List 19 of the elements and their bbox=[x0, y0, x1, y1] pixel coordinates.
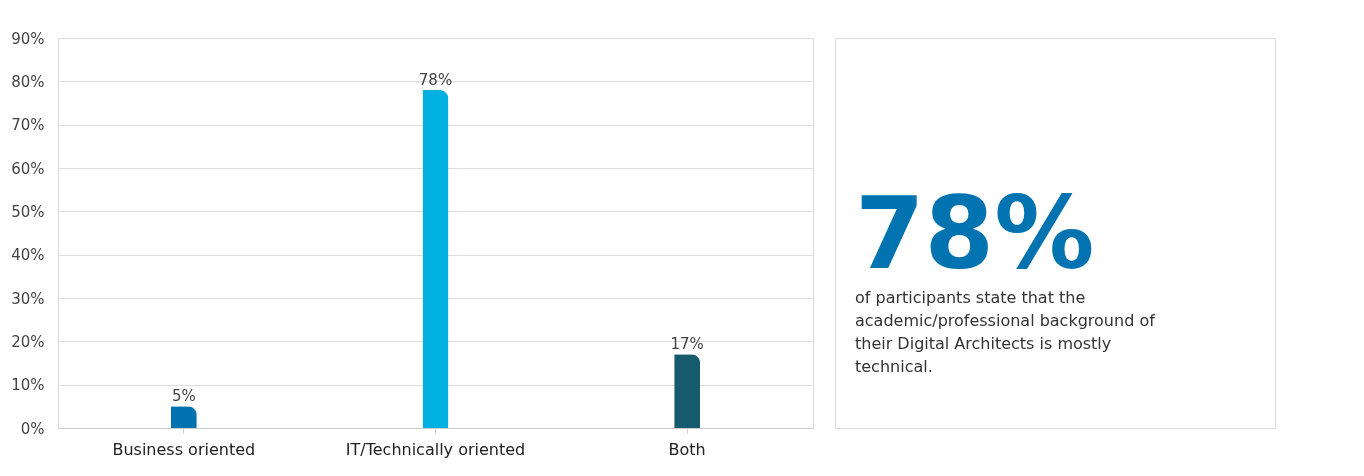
bar bbox=[674, 354, 701, 428]
y-tick-label: 0% bbox=[20, 419, 45, 438]
y-tick-label: 10% bbox=[11, 376, 45, 395]
x-tick-label: Business oriented bbox=[112, 439, 256, 459]
x-tick-label: IT/Technically oriented bbox=[345, 439, 526, 459]
x-tick-label: Both bbox=[668, 439, 706, 459]
y-tick-label: 40% bbox=[11, 246, 45, 265]
y-tick-label: 50% bbox=[11, 202, 45, 221]
bar bbox=[170, 406, 197, 428]
y-tick-label: 20% bbox=[11, 332, 45, 351]
bar bbox=[422, 90, 449, 428]
y-tick-label: 70% bbox=[11, 116, 45, 135]
y-tick-label: 30% bbox=[11, 289, 45, 308]
data-label: 17% bbox=[670, 335, 704, 354]
data-label: 5% bbox=[171, 387, 196, 406]
y-tick-label: 60% bbox=[11, 159, 45, 178]
y-tick-label: 80% bbox=[11, 72, 45, 91]
y-tick-label: 90% bbox=[11, 29, 45, 48]
data-label: 78% bbox=[418, 71, 453, 89]
